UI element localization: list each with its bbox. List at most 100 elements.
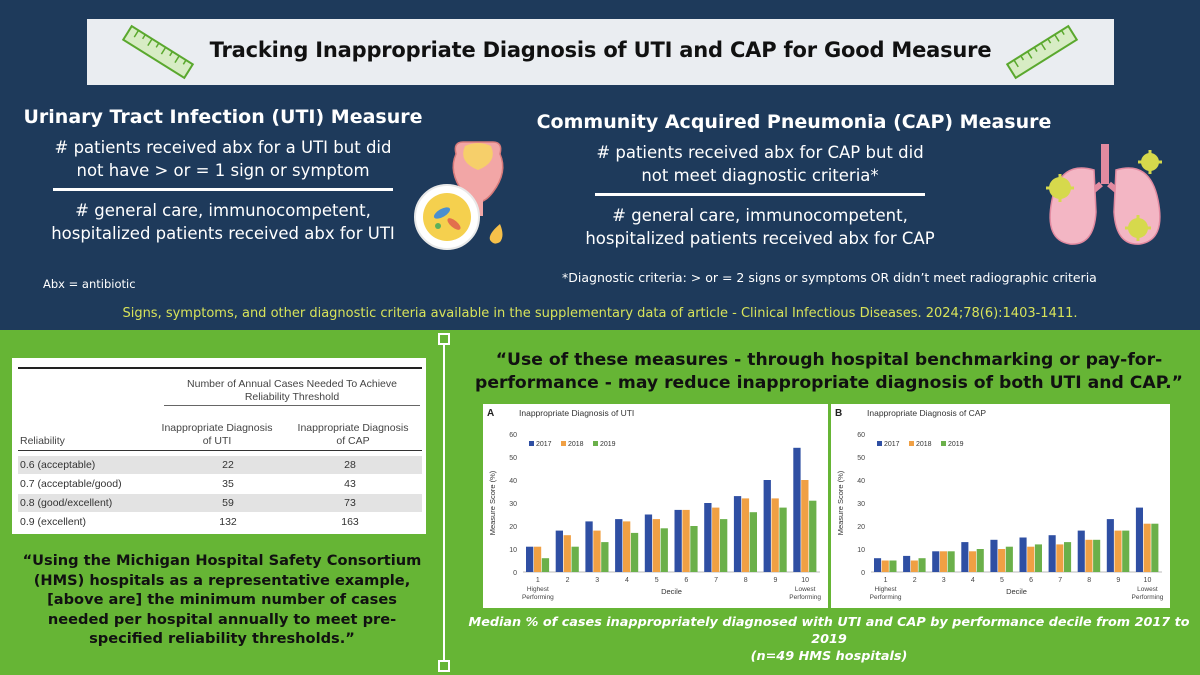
chart-panel-a: A Inappropriate Diagnosis of UTI 0 10 20 30 40… — [483, 404, 828, 608]
table-group-rule — [164, 405, 420, 406]
y-tick-label: 50 — [857, 455, 865, 462]
x-tick-label: 4 — [625, 577, 629, 584]
legend-label: 2017 — [884, 441, 900, 448]
uti-fraction-bar — [53, 188, 393, 191]
bar-2019 — [541, 558, 550, 572]
y-tick-label: 60 — [857, 432, 865, 439]
left-quote: “Using the Michigan Hospital Safety Cons… — [22, 552, 422, 647]
top-panel: Tracking Inappropriate Diagnosis of UTI … — [0, 0, 1200, 330]
cap-numerator-line2: not meet diagnostic criteria* — [641, 166, 879, 185]
bar-2017 — [932, 551, 940, 572]
table-col-header-cap: Inappropriate Diagnosis of CAP — [288, 422, 418, 448]
bar-2018 — [533, 546, 542, 572]
bar-2017 — [1019, 537, 1027, 572]
x-tick-label: 3 — [942, 577, 946, 584]
bar-2019 — [630, 532, 639, 572]
bar-2019 — [1064, 542, 1072, 572]
bar-2018 — [682, 509, 690, 572]
x-tick-label: 7 — [1058, 577, 1062, 584]
y-tick-label: 40 — [509, 478, 517, 485]
bar-2017 — [793, 447, 801, 572]
x-tick-note: Lowest — [1137, 586, 1158, 593]
bar-2018 — [801, 480, 809, 572]
bar-2019 — [601, 542, 609, 572]
bar-2018 — [712, 507, 720, 572]
cap-numerator: # patients received abx for CAP but did … — [560, 141, 960, 187]
uti-measure-block: Urinary Tract Infection (UTI) Measure # … — [18, 106, 428, 245]
x-tick-label: 2 — [913, 577, 917, 584]
bar-2019 — [889, 560, 897, 572]
lungs-virus-illustration — [1046, 144, 1162, 245]
table-cell-cap: 28 — [344, 459, 356, 471]
bar-2017 — [990, 539, 998, 572]
bar-2017 — [1135, 507, 1143, 572]
cap-fraction: # patients received abx for CAP but did … — [560, 141, 960, 250]
uti-denominator: # general care, immunocompetent, hospita… — [18, 199, 428, 245]
bar-2017 — [903, 555, 911, 572]
y-tick-label: 50 — [509, 455, 517, 462]
table-col-uti-line1: Inappropriate Diagnosis — [161, 422, 273, 434]
x-axis-label: Decile — [1006, 587, 1027, 596]
bar-2018 — [652, 519, 660, 572]
y-tick-label: 20 — [857, 524, 865, 531]
legend-swatch — [561, 441, 566, 446]
y-tick-label: 10 — [857, 547, 865, 554]
bar-2019 — [779, 507, 787, 572]
table-cell-cap: 73 — [344, 497, 356, 509]
bar-2018 — [969, 551, 977, 572]
bar-2019 — [1034, 544, 1042, 572]
bar-2017 — [1077, 530, 1085, 572]
table-col-header-uti: Inappropriate Diagnosis of UTI — [152, 422, 282, 448]
table-group-header: Number of Annual Cases Needed To Achieve… — [162, 378, 422, 404]
x-tick-label: 6 — [684, 577, 688, 584]
table-row: 0.8 (good/excellent) 59 73 — [18, 494, 422, 512]
bar-2018 — [998, 549, 1006, 572]
x-tick-label: 10 — [1144, 577, 1152, 584]
bacteria-magnifier-illustration — [414, 184, 480, 250]
table-col-cap-line2: of CAP — [336, 435, 370, 447]
y-tick-label: 30 — [509, 501, 517, 508]
x-tick-label: 5 — [1000, 577, 1004, 584]
bar-2018 — [563, 535, 571, 572]
x-tick-note: Performing — [522, 594, 554, 601]
table-row: 0.7 (acceptable/good) 35 43 — [18, 475, 422, 493]
chart-b-svg: B Inappropriate Diagnosis of CAP 0 10 20 30 40… — [835, 408, 1164, 601]
page-title: Tracking Inappropriate Diagnosis of UTI … — [209, 38, 992, 62]
legend-label: 2018 — [568, 441, 584, 448]
bar-2019 — [1005, 546, 1013, 572]
bar-2019 — [1151, 523, 1159, 572]
table-cell-cap: 163 — [341, 516, 359, 528]
section-divider — [443, 336, 445, 666]
chart-panel-letter: A — [487, 408, 494, 419]
bar-2018 — [1143, 523, 1151, 572]
chart-caption-line2: (n=49 HMS hospitals) — [750, 649, 908, 664]
y-tick-label: 0 — [861, 570, 865, 577]
bar-2018 — [623, 521, 631, 572]
x-tick-label: 1 — [884, 577, 888, 584]
right-quote: “Use of these measures - through hospita… — [475, 350, 1183, 393]
bar-2017 — [961, 542, 969, 572]
y-tick-label: 40 — [857, 478, 865, 485]
bladder-illustration — [452, 141, 504, 244]
divider-marker-top — [438, 333, 450, 345]
source-citation: Signs, symptoms, and other diagnostic cr… — [122, 306, 1078, 321]
bar-2019 — [809, 500, 817, 572]
y-tick-label: 10 — [509, 547, 517, 554]
table-cell-uti: 22 — [222, 459, 234, 471]
diagnostic-criteria-note: *Diagnostic criteria: > or = 2 signs or … — [562, 270, 1097, 285]
legend-swatch — [529, 441, 534, 446]
cap-measure-block: Community Acquired Pneumonia (CAP) Measu… — [537, 111, 1108, 250]
cap-denominator-line1: # general care, immunocompetent, — [612, 206, 908, 225]
bar-2019 — [571, 546, 579, 572]
table-row: 0.9 (excellent) 132 163 — [18, 513, 422, 531]
legend-swatch — [941, 441, 946, 446]
bar-2017 — [674, 509, 682, 572]
bar-2017 — [874, 558, 882, 572]
legend-label: 2017 — [536, 441, 552, 448]
uti-numerator: # patients received abx for a UTI but di… — [18, 136, 428, 182]
y-axis-label: Measure Score (%) — [836, 470, 845, 535]
chart-caption: Median % of cases inappropriately diagno… — [468, 614, 1190, 665]
table-cell-reliability: 0.9 (excellent) — [20, 516, 86, 528]
bar-2018 — [1114, 530, 1122, 572]
bar-2017 — [733, 496, 742, 572]
